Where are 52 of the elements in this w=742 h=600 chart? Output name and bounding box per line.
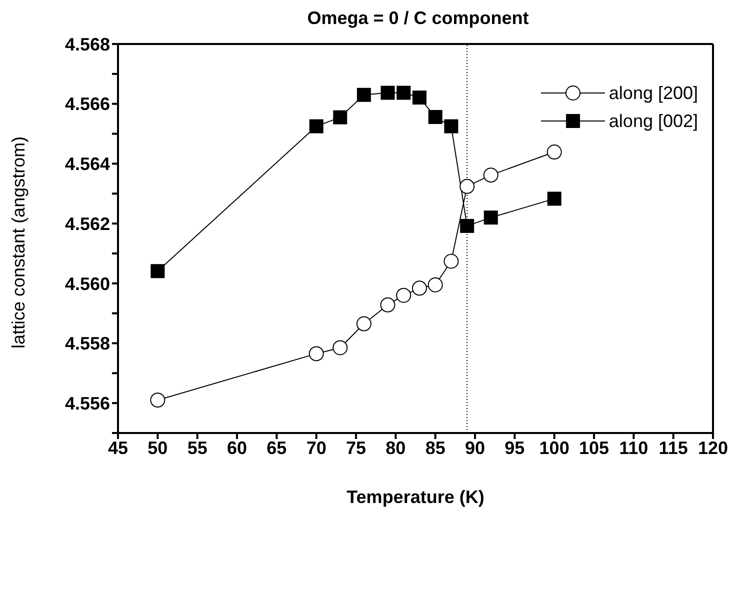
point bbox=[150, 264, 165, 278]
chart-title: Omega = 0 / C component bbox=[306, 8, 530, 29]
x-tick-label: 80 bbox=[386, 438, 406, 458]
x-tick-label: 115 bbox=[658, 438, 688, 458]
point bbox=[396, 288, 412, 303]
point bbox=[380, 86, 395, 100]
x-tick-label: 100 bbox=[539, 438, 570, 458]
x-tick-label: 50 bbox=[148, 438, 168, 458]
x-tick-label: 45 bbox=[108, 438, 128, 458]
y-tick-label: 4.566 bbox=[64, 94, 110, 114]
x-tick-label: 90 bbox=[464, 438, 486, 458]
y-axis-title: lattice constant (angstrom) bbox=[8, 136, 28, 348]
y-tick-label: 4.568 bbox=[64, 34, 110, 54]
point bbox=[150, 392, 166, 408]
x-tick-label: 85 bbox=[425, 438, 446, 458]
x-tick-label: 75 bbox=[346, 438, 366, 458]
x-tick-label: 55 bbox=[187, 438, 208, 458]
y-tick-label: 4.564 bbox=[64, 154, 110, 174]
point bbox=[412, 90, 426, 105]
point bbox=[460, 218, 474, 233]
y-tick-label: 4.558 bbox=[64, 334, 110, 354]
point bbox=[428, 277, 443, 292]
legend-label: along [002] bbox=[608, 110, 698, 132]
point bbox=[483, 168, 498, 183]
point bbox=[444, 119, 458, 134]
x-tick-label: 60 bbox=[226, 438, 248, 458]
point bbox=[428, 110, 442, 124]
point bbox=[309, 119, 324, 134]
x-tick-label: 105 bbox=[578, 438, 610, 458]
x-tick-label: 120 bbox=[698, 438, 728, 458]
x-tick-label: 70 bbox=[306, 438, 326, 458]
x-tick-label: 110 bbox=[619, 438, 648, 458]
point bbox=[380, 297, 396, 312]
point bbox=[412, 280, 427, 296]
point bbox=[396, 86, 411, 100]
point bbox=[333, 110, 348, 124]
point bbox=[308, 346, 324, 362]
x-tick-label: 65 bbox=[266, 438, 287, 458]
point bbox=[356, 316, 372, 332]
point bbox=[547, 192, 562, 206]
point bbox=[332, 340, 348, 356]
point bbox=[484, 210, 498, 225]
y-tick-label: 4.556 bbox=[64, 393, 110, 414]
point bbox=[356, 88, 371, 102]
point bbox=[444, 254, 459, 269]
point bbox=[460, 178, 475, 194]
y-tick-label: 4.560 bbox=[64, 274, 110, 294]
x-tick-label: 95 bbox=[504, 438, 525, 458]
point bbox=[546, 144, 562, 160]
x-axis-title: Temperature (K) bbox=[346, 487, 484, 507]
y-tick-label: 4.562 bbox=[64, 214, 110, 234]
legend-label: along [200] bbox=[608, 82, 698, 104]
